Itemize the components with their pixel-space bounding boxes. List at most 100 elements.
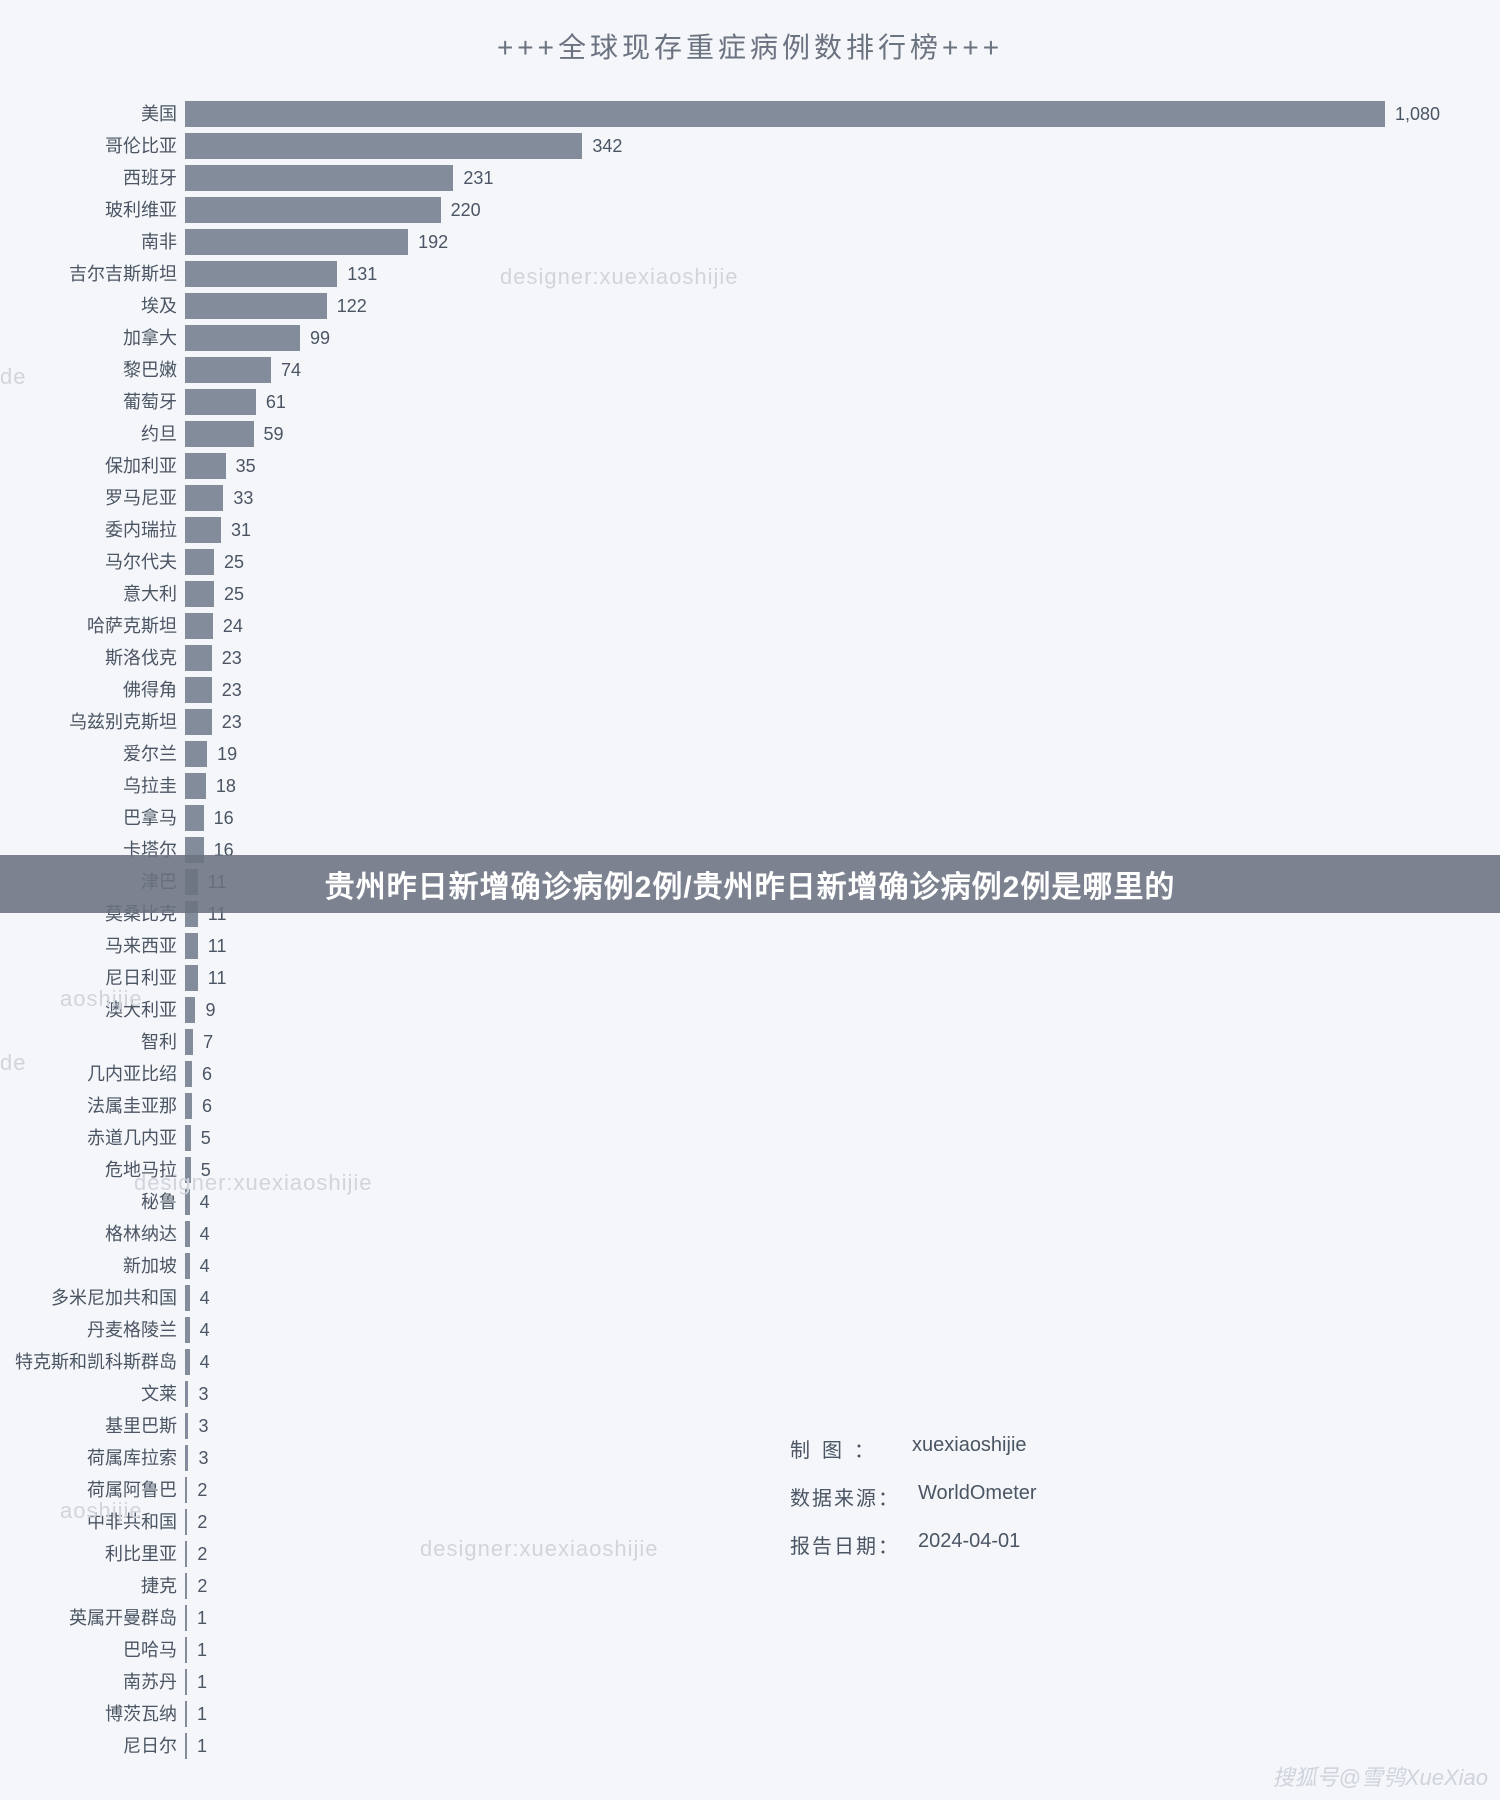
- y-axis-label: 巴哈马: [123, 1641, 185, 1659]
- chart-row: 保加利亚35: [185, 450, 1440, 482]
- bar: [185, 1253, 190, 1279]
- bar: [185, 1029, 193, 1055]
- chart-row: 佛得角23: [185, 674, 1440, 706]
- chart-row: 新加坡4: [185, 1250, 1440, 1282]
- bar: [185, 549, 214, 575]
- chart-row: 赤道几内亚5: [185, 1122, 1440, 1154]
- chart-title: +++全球现存重症病例数排行榜+++: [0, 26, 1500, 66]
- bar: [185, 1733, 187, 1759]
- y-axis-label: 委内瑞拉: [105, 521, 185, 539]
- value-label: 131: [347, 265, 377, 283]
- bar: [185, 613, 213, 639]
- chart-row: 捷克2: [185, 1570, 1440, 1602]
- y-axis-label: 黎巴嫩: [123, 361, 185, 379]
- value-label: 3: [198, 1417, 208, 1435]
- y-axis-label: 南苏丹: [123, 1673, 185, 1691]
- bar: [185, 1061, 192, 1087]
- value-label: 11: [208, 937, 227, 955]
- chart-row: 玻利维亚220: [185, 194, 1440, 226]
- chart-row: 澳大利亚9: [185, 994, 1440, 1026]
- bar: [185, 1093, 192, 1119]
- bar: [185, 101, 1385, 127]
- value-label: 2: [197, 1545, 207, 1563]
- value-label: 3: [198, 1385, 208, 1403]
- bar: [185, 1509, 187, 1535]
- chart-row: 吉尔吉斯斯坦131: [185, 258, 1440, 290]
- value-label: 18: [216, 777, 236, 795]
- y-axis-label: 埃及: [141, 297, 185, 315]
- value-label: 11: [208, 969, 227, 987]
- meta-value: WorldOmeter: [918, 1482, 1037, 1511]
- value-label: 1,080: [1395, 105, 1440, 123]
- bar: [185, 1477, 187, 1503]
- value-label: 1: [197, 1641, 207, 1659]
- y-axis-label: 斯洛伐克: [105, 649, 185, 667]
- y-axis-label: 丹麦格陵兰: [87, 1321, 185, 1339]
- y-axis-label: 乌兹别克斯坦: [69, 713, 185, 731]
- y-axis-label: 智利: [141, 1033, 185, 1051]
- chart-row: 哈萨克斯坦24: [185, 610, 1440, 642]
- value-label: 25: [224, 553, 244, 571]
- bar: [185, 1605, 187, 1631]
- value-label: 6: [202, 1097, 212, 1115]
- bar: [185, 965, 198, 991]
- value-label: 2: [197, 1577, 207, 1595]
- chart-row: 爱尔兰19: [185, 738, 1440, 770]
- bar: [185, 1317, 190, 1343]
- bar: [185, 677, 212, 703]
- bar: [185, 1573, 187, 1599]
- y-axis-label: 荷属阿鲁巴: [87, 1481, 185, 1499]
- y-axis-label: 保加利亚: [105, 457, 185, 475]
- bar: [185, 741, 207, 767]
- y-axis-label: 法属圭亚那: [87, 1097, 185, 1115]
- bar: [185, 1413, 188, 1439]
- chart-row: 尼日尔1: [185, 1730, 1440, 1762]
- value-label: 9: [205, 1001, 215, 1019]
- value-label: 61: [266, 393, 286, 411]
- y-axis-label: 澳大利亚: [105, 1001, 185, 1019]
- value-label: 99: [310, 329, 330, 347]
- value-label: 4: [200, 1193, 210, 1211]
- value-label: 342: [592, 137, 622, 155]
- bar: [185, 709, 212, 735]
- chart-row: 加拿大99: [185, 322, 1440, 354]
- chart-row: 约旦59: [185, 418, 1440, 450]
- bar: [185, 1285, 190, 1311]
- y-axis-label: 危地马拉: [105, 1161, 185, 1179]
- chart-row: 特克斯和凯科斯群岛4: [185, 1346, 1440, 1378]
- y-axis-label: 新加坡: [123, 1257, 185, 1275]
- y-axis-label: 几内亚比绍: [87, 1065, 185, 1083]
- value-label: 6: [202, 1065, 212, 1083]
- value-label: 74: [281, 361, 301, 379]
- chart-row: 危地马拉5: [185, 1154, 1440, 1186]
- chart-row: 南苏丹1: [185, 1666, 1440, 1698]
- bar: [185, 293, 327, 319]
- meta-key: 报告日期：: [790, 1530, 900, 1559]
- y-axis-label: 意大利: [123, 585, 185, 603]
- y-axis-label: 哥伦比亚: [105, 137, 185, 155]
- y-axis-label: 巴拿马: [123, 809, 185, 827]
- bar: [185, 197, 441, 223]
- bar: [185, 517, 221, 543]
- value-label: 192: [418, 233, 448, 251]
- value-label: 5: [201, 1129, 211, 1147]
- value-label: 4: [200, 1353, 210, 1371]
- value-label: 1: [197, 1705, 207, 1723]
- bar: [185, 1221, 190, 1247]
- bar: [185, 1541, 187, 1567]
- y-axis-label: 马来西亚: [105, 937, 185, 955]
- y-axis-label: 尼日利亚: [105, 969, 185, 987]
- bar: [185, 229, 408, 255]
- y-axis-label: 赤道几内亚: [87, 1129, 185, 1147]
- y-axis-label: 捷克: [141, 1577, 185, 1595]
- bar: [185, 1157, 191, 1183]
- value-label: 4: [200, 1321, 210, 1339]
- y-axis-label: 玻利维亚: [105, 201, 185, 219]
- overlay-banner: 贵州昨日新增确诊病例2例/贵州昨日新增确诊病例2例是哪里的: [0, 855, 1500, 913]
- value-label: 7: [203, 1033, 213, 1051]
- y-axis-label: 西班牙: [123, 169, 185, 187]
- value-label: 2: [197, 1513, 207, 1531]
- watermark: de: [0, 1050, 26, 1076]
- bar: [185, 485, 223, 511]
- bar: [185, 645, 212, 671]
